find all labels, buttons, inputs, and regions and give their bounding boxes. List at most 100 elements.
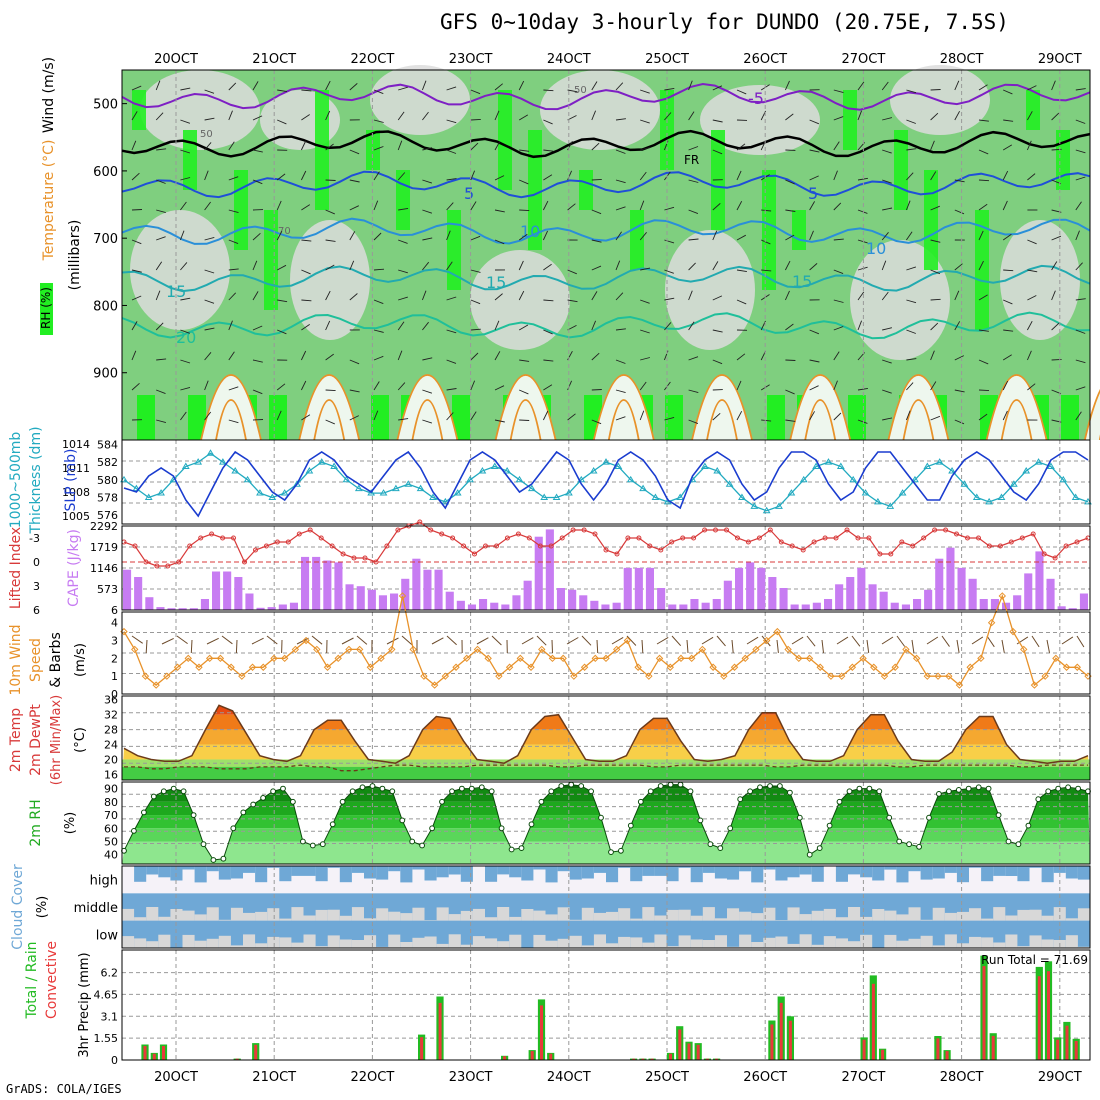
wind-barb xyxy=(397,172,406,181)
wind-speed-point xyxy=(163,672,171,680)
x-tick-label-top: 26OCT xyxy=(743,52,787,67)
wind-barb xyxy=(785,323,794,331)
rh-point xyxy=(180,788,187,795)
contour-label: 5 xyxy=(808,184,818,203)
wind-barb xyxy=(300,380,307,391)
wind-barb xyxy=(809,329,820,335)
wind-barb xyxy=(664,322,672,331)
cloud-cell xyxy=(1017,909,1030,921)
wind-barb xyxy=(791,636,804,645)
temp-contour-warm xyxy=(887,374,950,441)
wind-speed-point xyxy=(645,672,653,680)
convective-bar xyxy=(503,1056,507,1060)
rh-point xyxy=(508,846,515,853)
wind-barb xyxy=(615,118,626,121)
y-tick-label: 580 xyxy=(97,474,118,487)
wind-barb xyxy=(731,639,734,653)
thickness-point xyxy=(416,484,425,492)
wind-speed-line xyxy=(123,594,1089,687)
wind-barb xyxy=(591,291,598,301)
axis-label-text: Temperature (°C) xyxy=(41,140,57,262)
cloud-cell xyxy=(339,915,352,921)
thickness-point xyxy=(392,484,400,492)
contour-label: -5 xyxy=(748,89,764,108)
wind-barb xyxy=(397,350,403,361)
wind-barb xyxy=(518,233,528,241)
li-point xyxy=(778,539,784,545)
wind-barb xyxy=(857,110,863,121)
wind-barb xyxy=(373,299,384,305)
thickness-point xyxy=(787,489,796,496)
cloud-cell xyxy=(230,945,243,948)
wind-barb xyxy=(688,146,699,151)
li-point xyxy=(165,563,171,569)
rh-point xyxy=(826,822,833,829)
rh-point xyxy=(1005,838,1012,845)
wind-barb xyxy=(398,296,408,301)
cloud-cell xyxy=(218,919,231,921)
li-point xyxy=(800,547,806,553)
temp-contour-warm xyxy=(215,399,247,441)
wind-barb xyxy=(736,234,747,241)
panel-axis-label: Temperature (°C) xyxy=(41,140,57,262)
wind-barb xyxy=(671,635,682,647)
cape-bar xyxy=(534,536,543,610)
li-point xyxy=(767,527,773,533)
cloud-cell xyxy=(291,942,304,948)
wind-barb xyxy=(930,171,937,181)
wind-barb xyxy=(926,636,939,645)
temp-contour-line xyxy=(121,129,1091,159)
wind-speed-point xyxy=(495,672,503,680)
wind-barb xyxy=(785,209,796,212)
thickness-point xyxy=(379,489,388,496)
rh-point xyxy=(379,785,386,792)
wind-barb xyxy=(1002,170,1009,181)
rh-point xyxy=(1075,785,1081,792)
wind-barb xyxy=(785,113,794,121)
wind-barb xyxy=(821,639,824,653)
wind-barb xyxy=(911,639,915,653)
li-point xyxy=(581,527,587,533)
cloud-cell xyxy=(376,866,389,880)
cloud-cell xyxy=(533,866,546,870)
thickness-point xyxy=(132,484,141,492)
wind-speed-point xyxy=(1084,672,1092,680)
cloud-cell xyxy=(618,866,631,868)
rh-point xyxy=(588,788,594,795)
cloud-cell xyxy=(835,938,848,948)
y-tick-label: -3 xyxy=(29,532,40,545)
cape-bar xyxy=(189,608,198,610)
li-point xyxy=(954,531,959,537)
wind-barb xyxy=(398,207,409,211)
cloud-cell xyxy=(400,866,413,883)
wind-barb xyxy=(640,119,650,124)
cloud-cell xyxy=(351,907,364,921)
thickness-point xyxy=(157,489,165,496)
rh-point xyxy=(518,845,525,851)
wind-barb xyxy=(882,389,892,394)
li-line xyxy=(123,521,1089,567)
wind-barb xyxy=(1027,383,1036,391)
axis-label-text: (millibars) xyxy=(67,220,83,291)
wind-barb xyxy=(296,637,309,645)
rh-point xyxy=(419,842,426,849)
cape-bar xyxy=(289,602,298,610)
wind-barb xyxy=(422,389,433,394)
wind-barb xyxy=(422,357,433,361)
rh-point xyxy=(1055,785,1062,792)
y-tick-label: 1014 xyxy=(62,438,90,451)
rh-point xyxy=(926,814,932,821)
thickness-point xyxy=(948,466,956,474)
wind-barb xyxy=(131,382,140,391)
rh-point xyxy=(300,838,306,845)
contour-label: 10 xyxy=(866,239,886,258)
cloud-cell xyxy=(787,943,800,948)
wind-barb xyxy=(809,411,815,421)
wind-speed-point xyxy=(848,663,857,671)
wind-barb xyxy=(470,380,476,391)
cloud-cell xyxy=(436,866,449,878)
wind-barb xyxy=(785,234,795,241)
wind-barb xyxy=(131,635,143,644)
wind-barb xyxy=(145,639,148,654)
cloud-cell xyxy=(388,866,401,872)
